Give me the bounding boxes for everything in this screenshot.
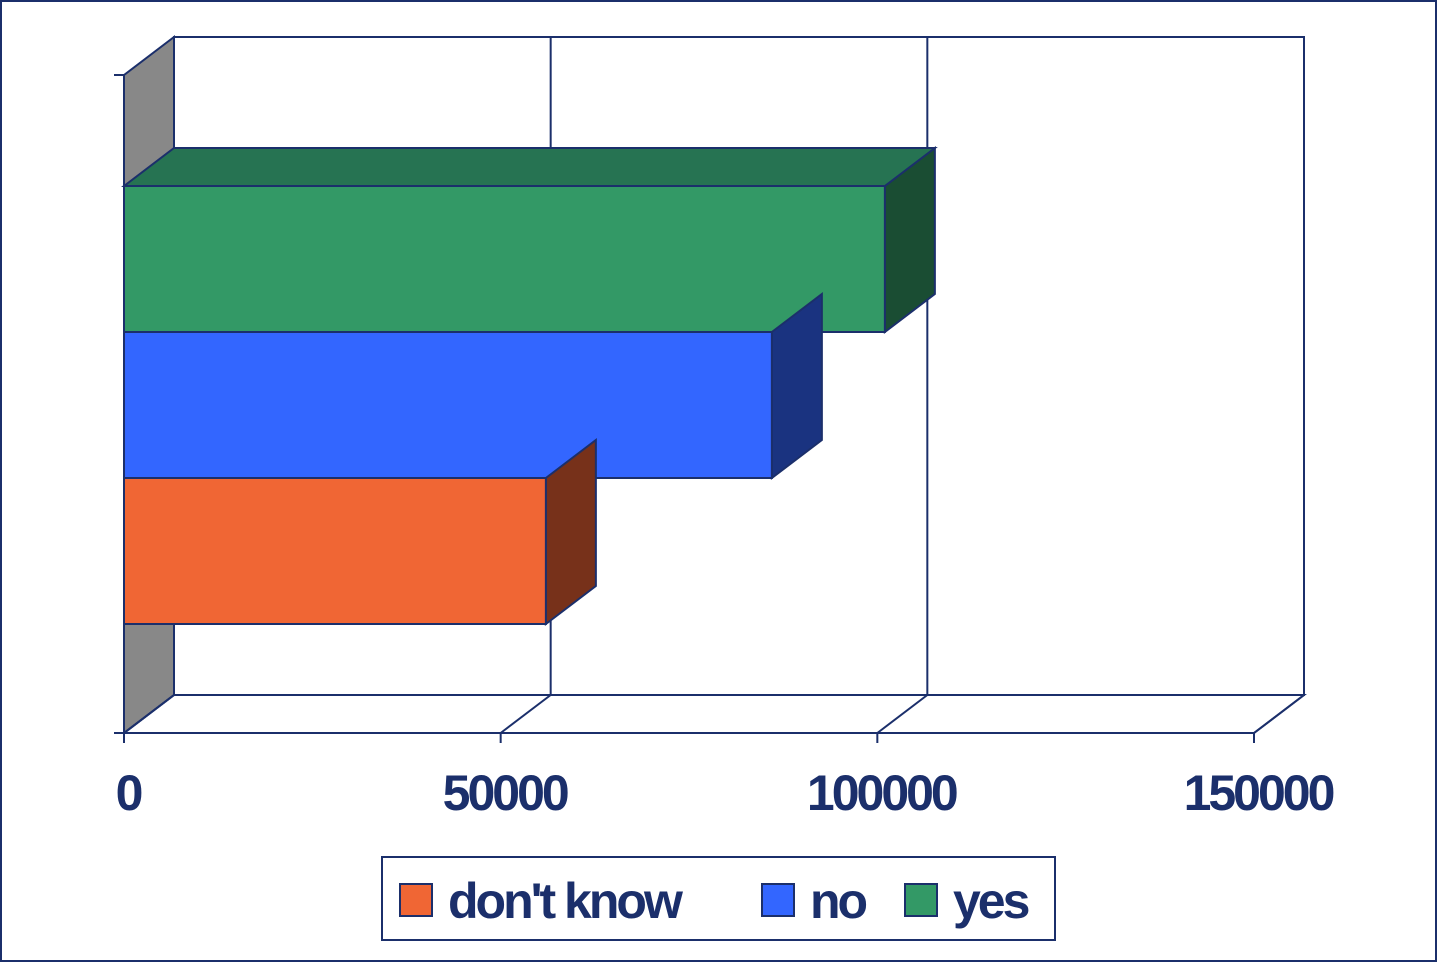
bar-yes	[123, 185, 886, 333]
bar-don-t-know	[123, 477, 547, 625]
legend-label-don-t-know: don't know	[448, 873, 683, 929]
floor	[121, 694, 1307, 734]
legend: don't know no yes	[381, 856, 1056, 941]
x-tick-label-3: 150000	[1184, 765, 1334, 821]
bar-top-yes	[121, 147, 938, 187]
floor-gridline-0	[123, 694, 175, 734]
x-tick-label-1: 50000	[443, 765, 568, 821]
legend-swatch-yes	[904, 883, 938, 917]
legend-box	[381, 856, 1056, 941]
floor-gridline-3	[1253, 694, 1305, 734]
x-tick-label-0: 0	[116, 765, 142, 821]
floor-gridline-2	[876, 694, 928, 734]
bar-no	[123, 331, 773, 479]
legend-swatch-don-t-know	[399, 883, 433, 917]
legend-label-yes: yes	[953, 873, 1029, 929]
x-tick-label-2: 100000	[807, 765, 957, 821]
legend-swatch-no	[761, 883, 795, 917]
x-axis: 0 50000 100000 150000	[114, 74, 1337, 821]
bars	[121, 145, 938, 627]
legend-label-no: no	[810, 873, 867, 929]
floor-gridline-1	[500, 694, 552, 734]
